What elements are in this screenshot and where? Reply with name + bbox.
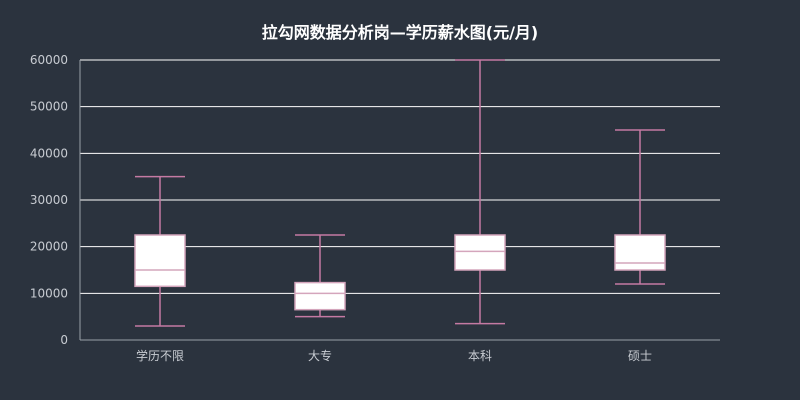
box-layer: [134, 59, 666, 327]
iqr-box: [454, 234, 506, 271]
x-category-label: 大专: [308, 348, 332, 363]
box-group: [614, 129, 666, 285]
y-tick-label: 60000: [30, 53, 68, 67]
x-category-label: 本科: [468, 349, 492, 363]
y-tick-label: 10000: [30, 286, 68, 300]
iqr-box: [134, 234, 186, 288]
axis-layer: 0 10000 20000 30000 40000 50000 60000 学历不限 大专 本科 硕…: [30, 53, 720, 363]
y-tick-label: 50000: [30, 100, 68, 114]
y-tick-label: 20000: [30, 240, 68, 254]
box-group: [134, 175, 186, 327]
y-tick-label: 40000: [30, 146, 68, 160]
chart-title: 拉勾网数据分析岗—学历薪水图(元/月): [262, 23, 538, 42]
box-group: [294, 234, 346, 318]
x-category-label: 学历不限: [136, 348, 184, 363]
x-category-label: 硕士: [628, 349, 652, 363]
y-tick-label: 0: [60, 333, 68, 347]
box-group: [454, 59, 506, 325]
y-tick-label: 30000: [30, 193, 68, 207]
iqr-box: [294, 281, 346, 311]
iqr-box: [614, 234, 666, 271]
grid-layer: [80, 59, 720, 294]
